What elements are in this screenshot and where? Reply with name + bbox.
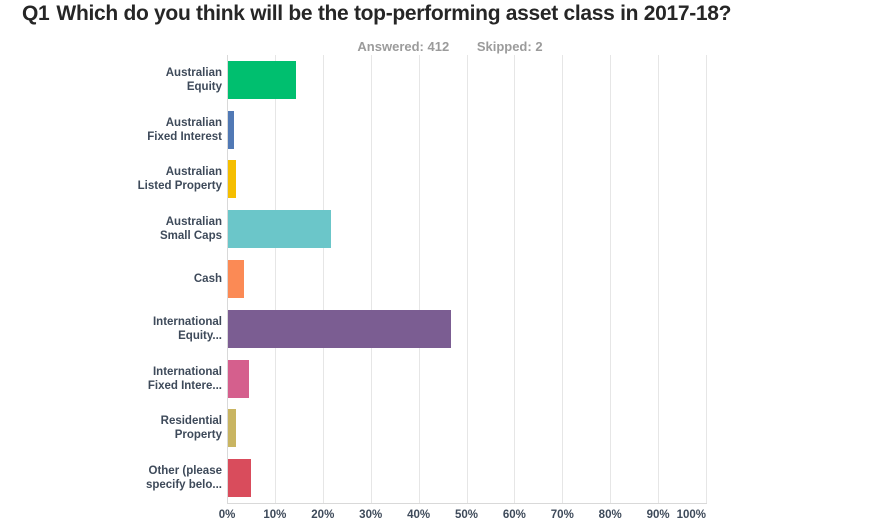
question-text: Which do you think will be the top-perfo… <box>56 2 732 25</box>
x-tick-30pct: 30% <box>359 509 383 521</box>
x-tick-60pct: 60% <box>502 509 526 521</box>
category-label-australian-listed-property: Australian Listed Property <box>137 166 222 193</box>
x-tick-70pct: 70% <box>550 509 574 521</box>
category-label-australian-small-caps: Australian Small Caps <box>160 216 222 243</box>
category-label-international-fixed-intere: International Fixed Intere... <box>147 365 222 392</box>
gridline <box>370 55 372 503</box>
gridline <box>322 55 324 503</box>
gridline <box>418 55 420 503</box>
x-tick-80pct: 80% <box>598 509 622 521</box>
category-label-residential-property: Residential Property <box>160 415 222 442</box>
category-label-australian-equity: Australian Equity <box>165 66 222 93</box>
gridline <box>706 55 707 503</box>
answered-count: Answered: 412 <box>357 39 450 54</box>
gridline <box>466 55 468 503</box>
bar-australian-fixed-interest[interactable] <box>228 110 234 149</box>
plot-area <box>227 55 707 504</box>
bar-australian-small-caps[interactable] <box>228 210 331 249</box>
x-tick-40pct: 40% <box>407 509 431 521</box>
x-tick-10pct: 10% <box>263 509 287 521</box>
response-stats: Answered: 412 Skipped: 2 <box>150 39 750 54</box>
bar-other-please-specify-belo[interactable] <box>228 459 252 498</box>
skipped-count: Skipped: 2 <box>476 39 543 54</box>
category-label-other-please-specify-belo: Other (please specify belo... <box>145 465 222 492</box>
bar-cash[interactable] <box>228 260 245 298</box>
x-tick-20pct: 20% <box>311 509 335 521</box>
gridline <box>658 55 660 503</box>
category-label-australian-fixed-interest: Australian Fixed Interest <box>147 116 222 143</box>
bar-international-fixed-intere[interactable] <box>228 359 250 398</box>
bar-australian-equity[interactable] <box>228 60 297 99</box>
question-number: Q1 <box>22 2 50 25</box>
bar-australian-listed-property[interactable] <box>228 160 237 199</box>
gridline <box>562 55 564 503</box>
x-tick-0pct: 0% <box>218 509 236 521</box>
gridline <box>274 55 276 503</box>
x-tick-100pct: 100% <box>676 509 706 521</box>
gridline <box>610 55 612 503</box>
bar-international-equity[interactable] <box>228 309 452 348</box>
x-tick-50pct: 50% <box>454 509 479 521</box>
bar-residential-property[interactable] <box>228 409 237 448</box>
gridline <box>514 55 516 503</box>
page-title: Q1 Which do you think will be the top-per… <box>22 2 731 26</box>
category-label-international-equity: International Equity... <box>152 315 222 342</box>
x-tick-90pct: 90% <box>646 509 670 521</box>
category-label-cash: Cash <box>193 272 222 285</box>
